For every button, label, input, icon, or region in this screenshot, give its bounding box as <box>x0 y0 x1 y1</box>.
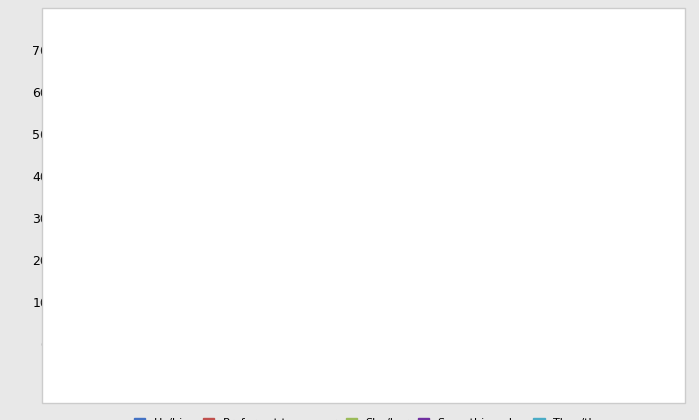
Legend: He/him, Prefer not to answer, She/her, Something else, They/them: He/him, Prefer not to answer, She/her, S… <box>130 414 618 420</box>
Text: 50%: 50% <box>297 121 322 131</box>
Bar <box>150 168 180 344</box>
Text: 33%: 33% <box>556 192 581 202</box>
Text: 0%: 0% <box>396 331 413 341</box>
Bar <box>295 134 324 344</box>
Title: Research Faculty Gender by Rank: Research Faculty Gender by Rank <box>210 21 538 40</box>
Bar <box>522 206 552 344</box>
Text: 0%: 0% <box>188 331 206 341</box>
Text: 58%: 58% <box>89 87 114 97</box>
Text: 0%: 0% <box>591 331 609 341</box>
Text: 33%: 33% <box>524 192 549 202</box>
Text: 0%: 0% <box>363 331 382 341</box>
Bar <box>87 101 116 344</box>
Text: 0%: 0% <box>623 331 641 341</box>
Text: 42%: 42% <box>152 155 178 165</box>
Text: 33%: 33% <box>493 192 517 202</box>
Bar <box>326 134 355 344</box>
Bar <box>491 206 519 344</box>
Text: 50%: 50% <box>329 121 353 131</box>
Bar <box>554 206 583 344</box>
Text: 0%: 0% <box>427 331 445 341</box>
Text: 0%: 0% <box>124 331 142 341</box>
Text: 0%: 0% <box>219 331 237 341</box>
